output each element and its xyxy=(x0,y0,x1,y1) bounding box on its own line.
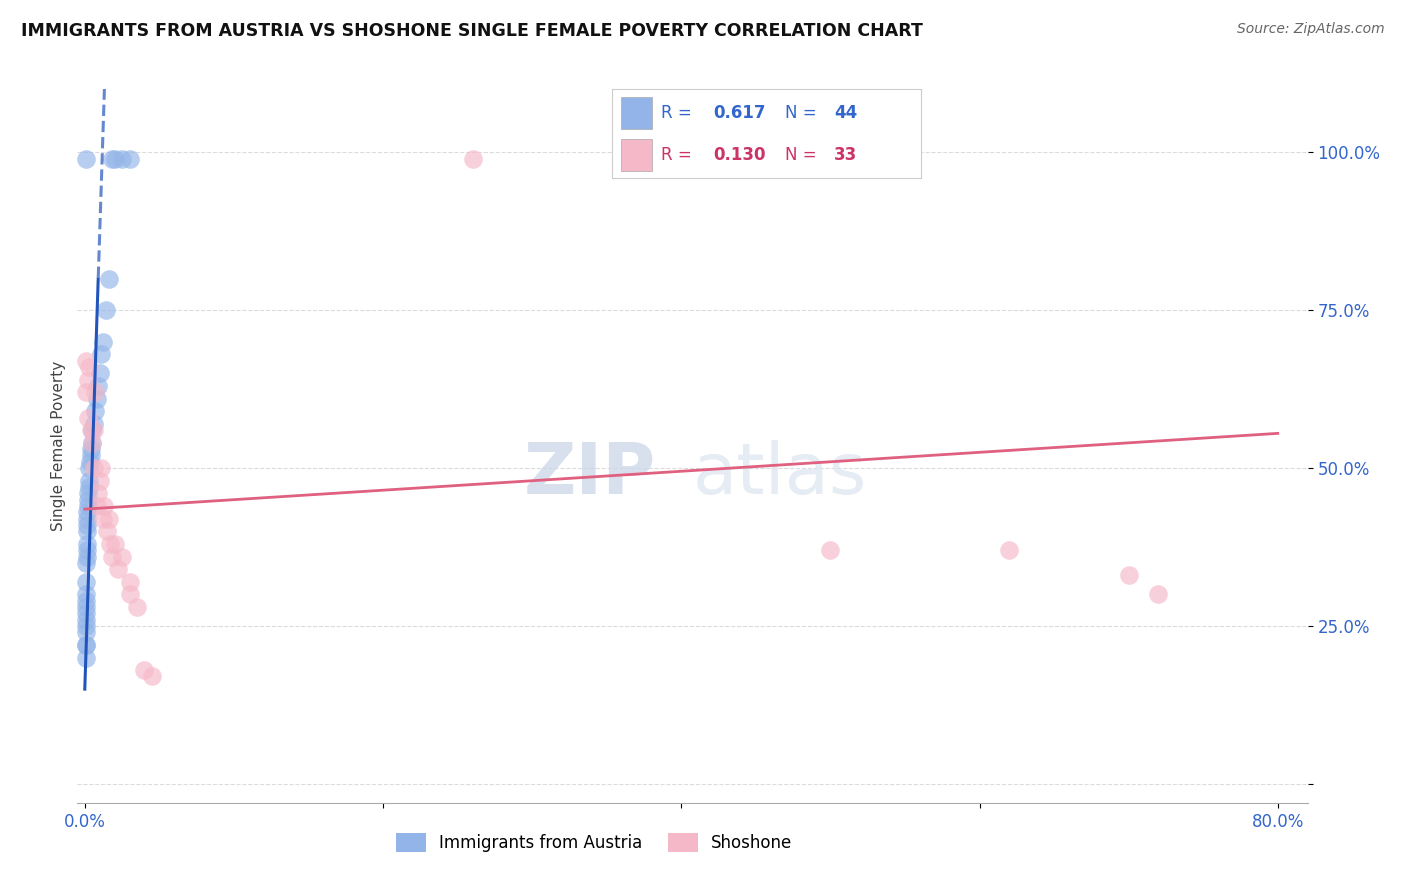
Point xyxy=(75,574,97,589)
Point xyxy=(80,442,103,457)
Point xyxy=(76,373,98,387)
Text: 44: 44 xyxy=(834,104,858,122)
Point xyxy=(76,499,98,513)
Point xyxy=(75,385,97,400)
Point xyxy=(75,587,97,601)
Point xyxy=(820,543,842,558)
Text: 0.130: 0.130 xyxy=(714,146,766,164)
FancyBboxPatch shape xyxy=(621,97,652,129)
Text: 33: 33 xyxy=(834,146,858,164)
Point xyxy=(83,417,105,431)
Point xyxy=(125,600,148,615)
Text: N =: N = xyxy=(785,146,821,164)
Point xyxy=(100,152,122,166)
Point xyxy=(75,625,97,640)
Point xyxy=(75,593,97,607)
Point xyxy=(97,271,120,285)
Point xyxy=(118,152,141,166)
Point xyxy=(82,435,104,450)
Point xyxy=(77,461,100,475)
Point xyxy=(111,152,134,166)
Point xyxy=(79,455,101,469)
Point xyxy=(82,423,104,437)
Legend: Immigrants from Austria, Shoshone: Immigrants from Austria, Shoshone xyxy=(389,826,799,859)
Text: N =: N = xyxy=(785,104,821,122)
Point xyxy=(89,474,111,488)
Text: R =: R = xyxy=(661,146,697,164)
Point xyxy=(75,638,97,652)
Point xyxy=(90,461,112,475)
Text: Source: ZipAtlas.com: Source: ZipAtlas.com xyxy=(1237,22,1385,37)
Point xyxy=(75,353,97,368)
Point xyxy=(82,435,104,450)
Point xyxy=(118,587,141,601)
Y-axis label: Single Female Poverty: Single Female Poverty xyxy=(51,361,66,531)
Point xyxy=(83,461,105,475)
Point xyxy=(76,537,98,551)
Point xyxy=(76,505,98,519)
Point xyxy=(75,619,97,633)
Text: IMMIGRANTS FROM AUSTRIA VS SHOSHONE SINGLE FEMALE POVERTY CORRELATION CHART: IMMIGRANTS FROM AUSTRIA VS SHOSHONE SING… xyxy=(21,22,922,40)
Point xyxy=(76,511,98,525)
Point xyxy=(84,404,107,418)
Point xyxy=(76,524,98,539)
Point xyxy=(100,549,122,564)
Point xyxy=(80,423,103,437)
Point xyxy=(89,367,111,381)
Point xyxy=(76,543,98,558)
Point xyxy=(80,449,103,463)
Point xyxy=(86,392,108,406)
FancyBboxPatch shape xyxy=(621,139,652,171)
Point xyxy=(104,537,127,551)
Point xyxy=(93,499,115,513)
Point xyxy=(75,638,97,652)
Point xyxy=(76,549,98,564)
Point xyxy=(111,549,134,564)
Point xyxy=(75,650,97,665)
Point xyxy=(77,474,100,488)
Point xyxy=(97,511,120,525)
Point xyxy=(461,152,484,166)
Point xyxy=(998,543,1021,558)
Point xyxy=(75,613,97,627)
Point xyxy=(76,492,98,507)
Point xyxy=(77,480,100,494)
Text: 0.617: 0.617 xyxy=(714,104,766,122)
Point xyxy=(77,486,100,500)
Point xyxy=(90,347,112,361)
Point xyxy=(96,524,118,539)
Point xyxy=(91,511,114,525)
Point xyxy=(91,334,114,349)
Point xyxy=(75,607,97,621)
Point xyxy=(75,556,97,570)
Text: atlas: atlas xyxy=(693,440,868,509)
Text: R =: R = xyxy=(661,104,697,122)
Point xyxy=(84,385,107,400)
Point xyxy=(87,486,110,500)
Point xyxy=(86,499,108,513)
Text: ZIP: ZIP xyxy=(523,440,655,509)
Point xyxy=(104,152,127,166)
Point xyxy=(107,562,129,576)
Point xyxy=(1118,568,1140,582)
Point xyxy=(75,152,97,166)
Point xyxy=(75,600,97,615)
Point xyxy=(98,537,121,551)
Point xyxy=(77,360,100,375)
Point xyxy=(76,517,98,532)
Point xyxy=(83,423,105,437)
Point xyxy=(76,410,98,425)
Point xyxy=(94,303,117,318)
Point xyxy=(87,379,110,393)
Point xyxy=(118,574,141,589)
Point xyxy=(1147,587,1170,601)
Point xyxy=(134,663,156,677)
Point xyxy=(141,669,163,683)
